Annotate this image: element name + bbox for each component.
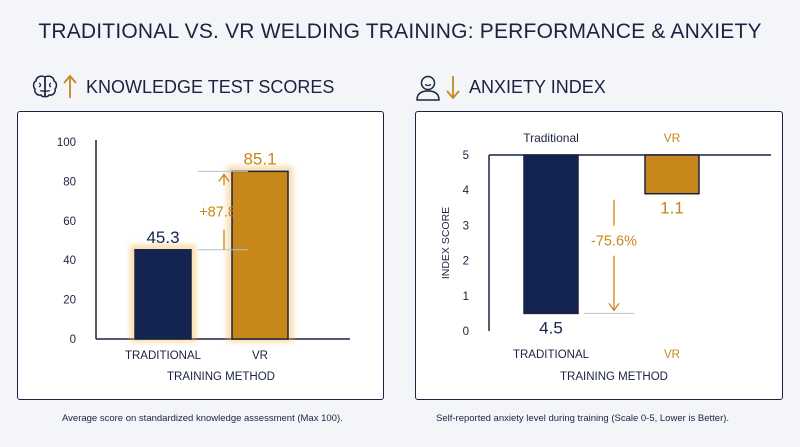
knowledge-chart: 0 20 40 60 80 100 45.3 TRADITIONAL 85.1 VR +87.8% T… — [57, 137, 350, 383]
bar-value-label: 4.5 — [539, 318, 563, 337]
y-tick-label: 40 — [63, 255, 76, 267]
y-tick-label: 5 — [463, 150, 469, 162]
anxiety-caption: Self-reported anxiety level during train… — [436, 413, 730, 424]
knowledge-chart-panel: 0 20 40 60 80 100 45.3 TRADITIONAL 85.1 VR +87.8% T… — [17, 111, 384, 400]
bar-vr — [231, 170, 289, 340]
y-tick-label: 0 — [70, 334, 76, 346]
y-tick-label: 2 — [463, 256, 469, 268]
y-axis-title: INDEX SCORE — [440, 207, 452, 279]
bar-value-label: 1.1 — [660, 199, 684, 218]
person-icon — [416, 75, 440, 101]
bar-traditional — [523, 154, 579, 315]
x-tick-label: VR — [664, 349, 680, 361]
anxiety-chart-panel: 0 1 2 3 4 5 INDEX SCORE 4.5 Traditional TRADITION… — [415, 111, 783, 400]
arrow-up-icon — [63, 74, 77, 98]
annotation-arrowhead — [608, 303, 620, 312]
page-title: TRADITIONAL VS. VR WELDING TRAINING: PER… — [38, 20, 762, 43]
y-tick-label: 1 — [463, 291, 469, 303]
bar-value-label: 45.3 — [146, 228, 179, 247]
x-axis-title: TRAINING METHOD — [560, 371, 668, 383]
y-tick-label: 100 — [57, 137, 76, 149]
bar-top-label: VR — [664, 131, 681, 145]
y-tick-label: 80 — [63, 176, 76, 188]
x-tick-label: VR — [252, 350, 268, 362]
x-axis-title: TRAINING METHOD — [167, 371, 275, 383]
bar-vr — [644, 154, 700, 195]
annotation-arrowhead — [218, 173, 230, 182]
bar-traditional — [134, 249, 192, 340]
arrow-down-icon — [446, 76, 460, 100]
anxiety-section-title: ANXIETY INDEX — [469, 76, 606, 97]
bar-value-label: 85.1 — [243, 149, 276, 168]
annotation-label: -75.6% — [591, 234, 637, 250]
anxiety-chart: 0 1 2 3 4 5 INDEX SCORE 4.5 Traditional TRADITION… — [440, 131, 771, 383]
knowledge-section-title: KNOWLEDGE TEST SCORES — [86, 76, 335, 97]
annotation-label: +87.8% — [199, 205, 249, 221]
anxiety-section-header: ANXIETY INDEX — [413, 72, 606, 102]
brain-icon — [32, 75, 58, 98]
y-tick-label: 60 — [63, 216, 76, 228]
x-tick-label: TRADITIONAL — [513, 349, 590, 361]
bar-top-label: Traditional — [523, 131, 579, 145]
y-tick-label: 4 — [463, 185, 470, 197]
y-tick-label: 0 — [463, 326, 469, 338]
x-tick-label: TRADITIONAL — [125, 350, 202, 362]
knowledge-section-header: KNOWLEDGE TEST SCORES — [30, 72, 334, 102]
y-tick-label: 20 — [63, 295, 76, 307]
y-tick-label: 3 — [463, 220, 469, 232]
knowledge-caption: Average score on standardized knowledge … — [62, 413, 343, 424]
